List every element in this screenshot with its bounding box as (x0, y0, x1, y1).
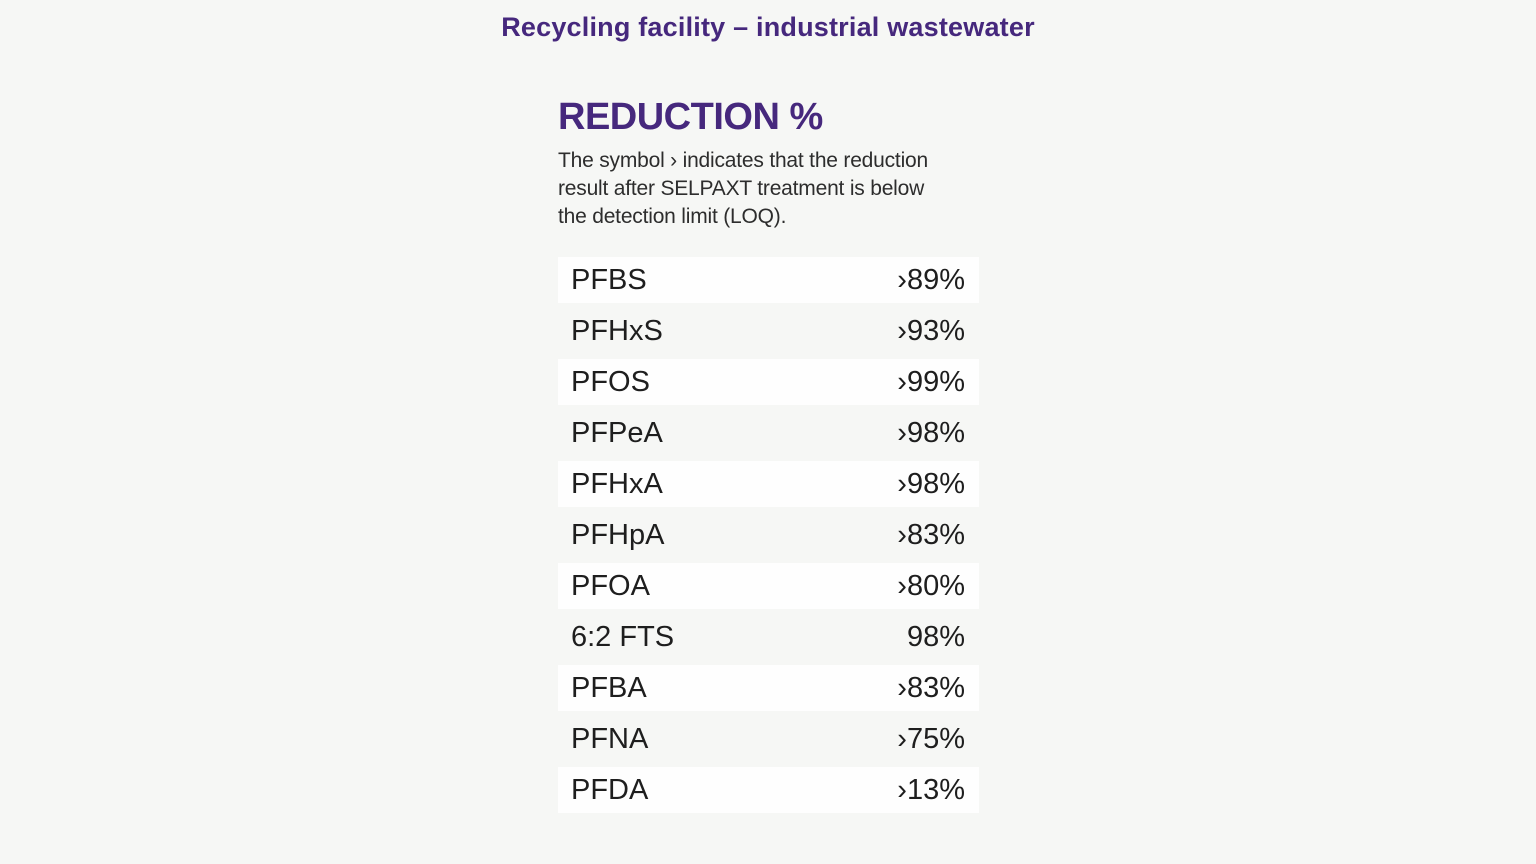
reduction-value: ›99% (897, 365, 965, 398)
page-title: Recycling facility – industrial wastewat… (501, 12, 1035, 42)
compound-label: PFPeA (571, 416, 663, 449)
compound-label: PFNA (571, 722, 649, 755)
table-row: PFBA ›83% (558, 665, 979, 711)
table-row: 6:2 FTS 98% (558, 614, 979, 660)
reduction-value: ›80% (897, 569, 965, 602)
compound-label: 6:2 FTS (571, 620, 675, 653)
table-row: PFBS ›89% (558, 257, 979, 303)
compound-label: PFHxA (571, 467, 663, 500)
reduction-value: ›89% (897, 263, 965, 296)
table-row: PFHxA ›98% (558, 461, 979, 507)
reduction-value: 98% (906, 620, 965, 653)
reduction-value: ›83% (897, 518, 965, 551)
table-row: PFNA ›75% (558, 716, 979, 762)
table-row: PFPeA ›98% (558, 410, 979, 456)
table-row: PFOS ›99% (558, 359, 979, 405)
reduction-value: ›98% (897, 467, 965, 500)
description-line-1: The symbol › indicates that the reductio… (558, 149, 928, 172)
reduction-section: REDUCTION % The symbol › indicates that … (558, 97, 979, 818)
compound-label: PFDA (571, 773, 649, 806)
reduction-table: PFBS ›89% PFHxS ›93% PFOS ›99% PFPeA ›98… (558, 257, 979, 813)
compound-label: PFHpA (571, 518, 665, 551)
section-description: The symbol › indicates that the reductio… (558, 147, 979, 231)
reduction-value: ›75% (897, 722, 965, 755)
compound-label: PFOA (571, 569, 650, 602)
table-row: PFHpA ›83% (558, 512, 979, 558)
table-row: PFDA ›13% (558, 767, 979, 813)
compound-label: PFBA (571, 671, 647, 704)
table-row: PFOA ›80% (558, 563, 979, 609)
description-line-3: the detection limit (LOQ). (558, 205, 787, 228)
reduction-value: ›83% (897, 671, 965, 704)
compound-label: PFHxS (571, 314, 663, 347)
table-row: PFHxS ›93% (558, 308, 979, 354)
section-heading: REDUCTION % (558, 96, 823, 138)
compound-label: PFOS (571, 365, 650, 398)
reduction-value: ›13% (897, 773, 965, 806)
reduction-value: ›98% (897, 416, 965, 449)
reduction-value: ›93% (897, 314, 965, 347)
compound-label: PFBS (571, 263, 647, 296)
description-line-2: result after SELPAXT treatment is below (558, 177, 925, 200)
